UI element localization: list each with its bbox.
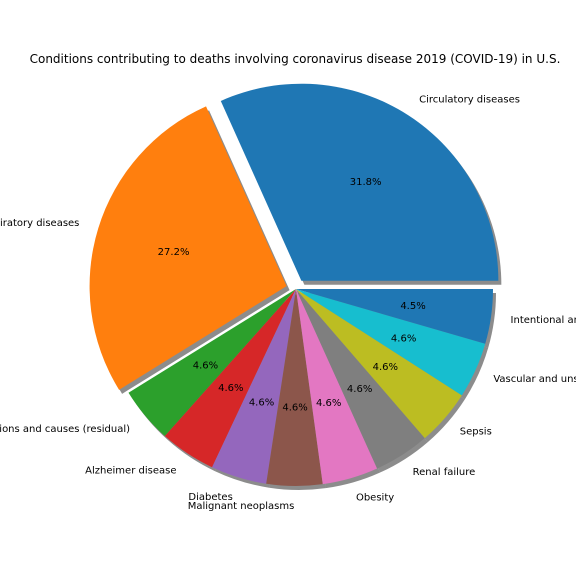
category-label-vascular-and-unspecified-dementia: Vascular and unspecified dementia <box>493 374 576 385</box>
pct-label-diabetes: 4.6% <box>249 398 274 409</box>
slice-all-other-conditions-and-causes-residual <box>128 289 296 437</box>
category-label-all-other-conditions-and-causes-residual: All other conditions and causes (residua… <box>0 424 130 435</box>
slice-circulatory-diseases <box>220 83 499 281</box>
slice-obesity <box>296 289 378 485</box>
pct-label-vascular-and-unspecified-dementia: 4.6% <box>391 333 416 344</box>
pct-label-obesity: 4.6% <box>316 398 341 409</box>
category-label-alzheimer-disease: Alzheimer disease <box>85 465 176 476</box>
slice-malignant-neoplasms <box>266 289 323 487</box>
slice-diabetes <box>212 289 296 484</box>
slice-intentional-and-unintentional-injury-poisoning-and-other-adverse-events <box>296 289 493 344</box>
category-label-circulatory-diseases: Circulatory diseases <box>419 94 520 105</box>
pct-label-alzheimer-disease: 4.6% <box>218 383 243 394</box>
category-labels: Circulatory diseases Respiratory diseases… <box>0 94 576 512</box>
pct-label-all-other-conditions-and-causes-residual: 4.6% <box>193 361 218 372</box>
pct-label-malignant-neoplasms: 4.6% <box>282 403 307 414</box>
slice-vascular-and-unspecified-dementia <box>296 289 486 396</box>
pct-label-sepsis: 4.6% <box>373 362 398 373</box>
slice-sepsis <box>296 289 462 439</box>
slice-alzheimer-disease <box>164 289 296 468</box>
pct-label-intentional-and-unintentional-injury-poisoning-and-other-adverse-events: 4.5% <box>400 301 425 312</box>
pct-label-circulatory-diseases: 31.8% <box>350 177 382 188</box>
pct-label-respiratory-diseases: 27.2% <box>158 247 190 258</box>
category-label-diabetes: Diabetes <box>188 492 232 503</box>
category-label-obesity: Obesity <box>356 493 394 504</box>
slice-renal-failure <box>296 289 425 469</box>
category-label-intentional-and-unintentional-injury-poisoning-and-other-adverse-events: Intentional and unintentional injury, po… <box>511 315 576 326</box>
pie-slices <box>89 83 499 487</box>
category-label-renal-failure: Renal failure <box>413 467 476 478</box>
pct-label-renal-failure: 4.6% <box>347 384 372 395</box>
percentage-labels: 31.8%27.2%4.6%4.6%4.6% 4.6% 4.6%4.6%4.6%4.… <box>158 177 426 414</box>
slice-respiratory-diseases <box>89 106 287 390</box>
chart-title: Conditions contributing to deaths involv… <box>30 52 561 66</box>
category-label-respiratory-diseases: Respiratory diseases <box>0 218 79 229</box>
category-label-sepsis: Sepsis <box>460 426 492 437</box>
category-label-malignant-neoplasms: Malignant neoplasms <box>188 501 295 512</box>
